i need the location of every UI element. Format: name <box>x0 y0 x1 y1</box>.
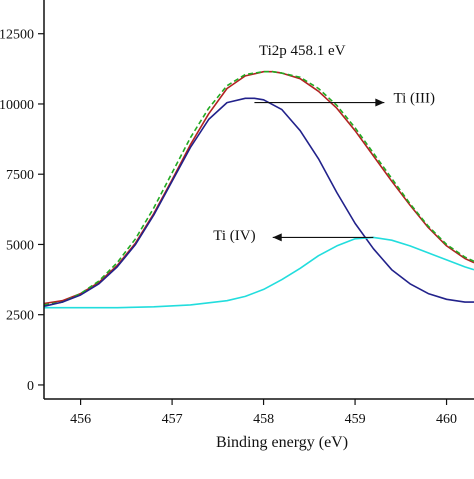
series-line-2 <box>43 70 474 306</box>
y-tick-label: 10000 <box>0 98 34 113</box>
ticks-layer: 456 457 458 459 460 0 2500 5000 7500 10000 12500 <box>0 28 457 427</box>
series-line-3 <box>43 97 474 308</box>
x-axis-label: Binding energy (eV) <box>216 434 348 451</box>
y-tick-label: 5000 <box>6 238 34 253</box>
x-tick-label: 458 <box>253 412 274 427</box>
annotation-label: Ti (III) <box>393 91 435 107</box>
annotation-label: Ti (IV) <box>213 228 255 244</box>
annotation-arrow-head <box>272 233 282 242</box>
axes-layer <box>43 0 474 400</box>
y-tick-label: 2500 <box>6 309 34 324</box>
x-tick-label: 459 <box>345 412 366 427</box>
annotation-arrow-head <box>375 98 385 107</box>
annotation-layer: Ti2p 458.1 eV Ti (III) Ti (IV) <box>213 43 435 244</box>
annotation-label: Ti2p 458.1 eV <box>259 43 346 59</box>
y-tick-label: 0 <box>27 379 34 394</box>
y-tick-label: 7500 <box>6 168 34 183</box>
x-tick-label: 460 <box>436 412 457 427</box>
x-tick-label: 456 <box>70 412 91 427</box>
series-line-4 <box>44 236 474 309</box>
series-layer <box>43 70 474 309</box>
y-tick-label: 12500 <box>0 28 34 43</box>
x-tick-label: 457 <box>162 412 183 427</box>
